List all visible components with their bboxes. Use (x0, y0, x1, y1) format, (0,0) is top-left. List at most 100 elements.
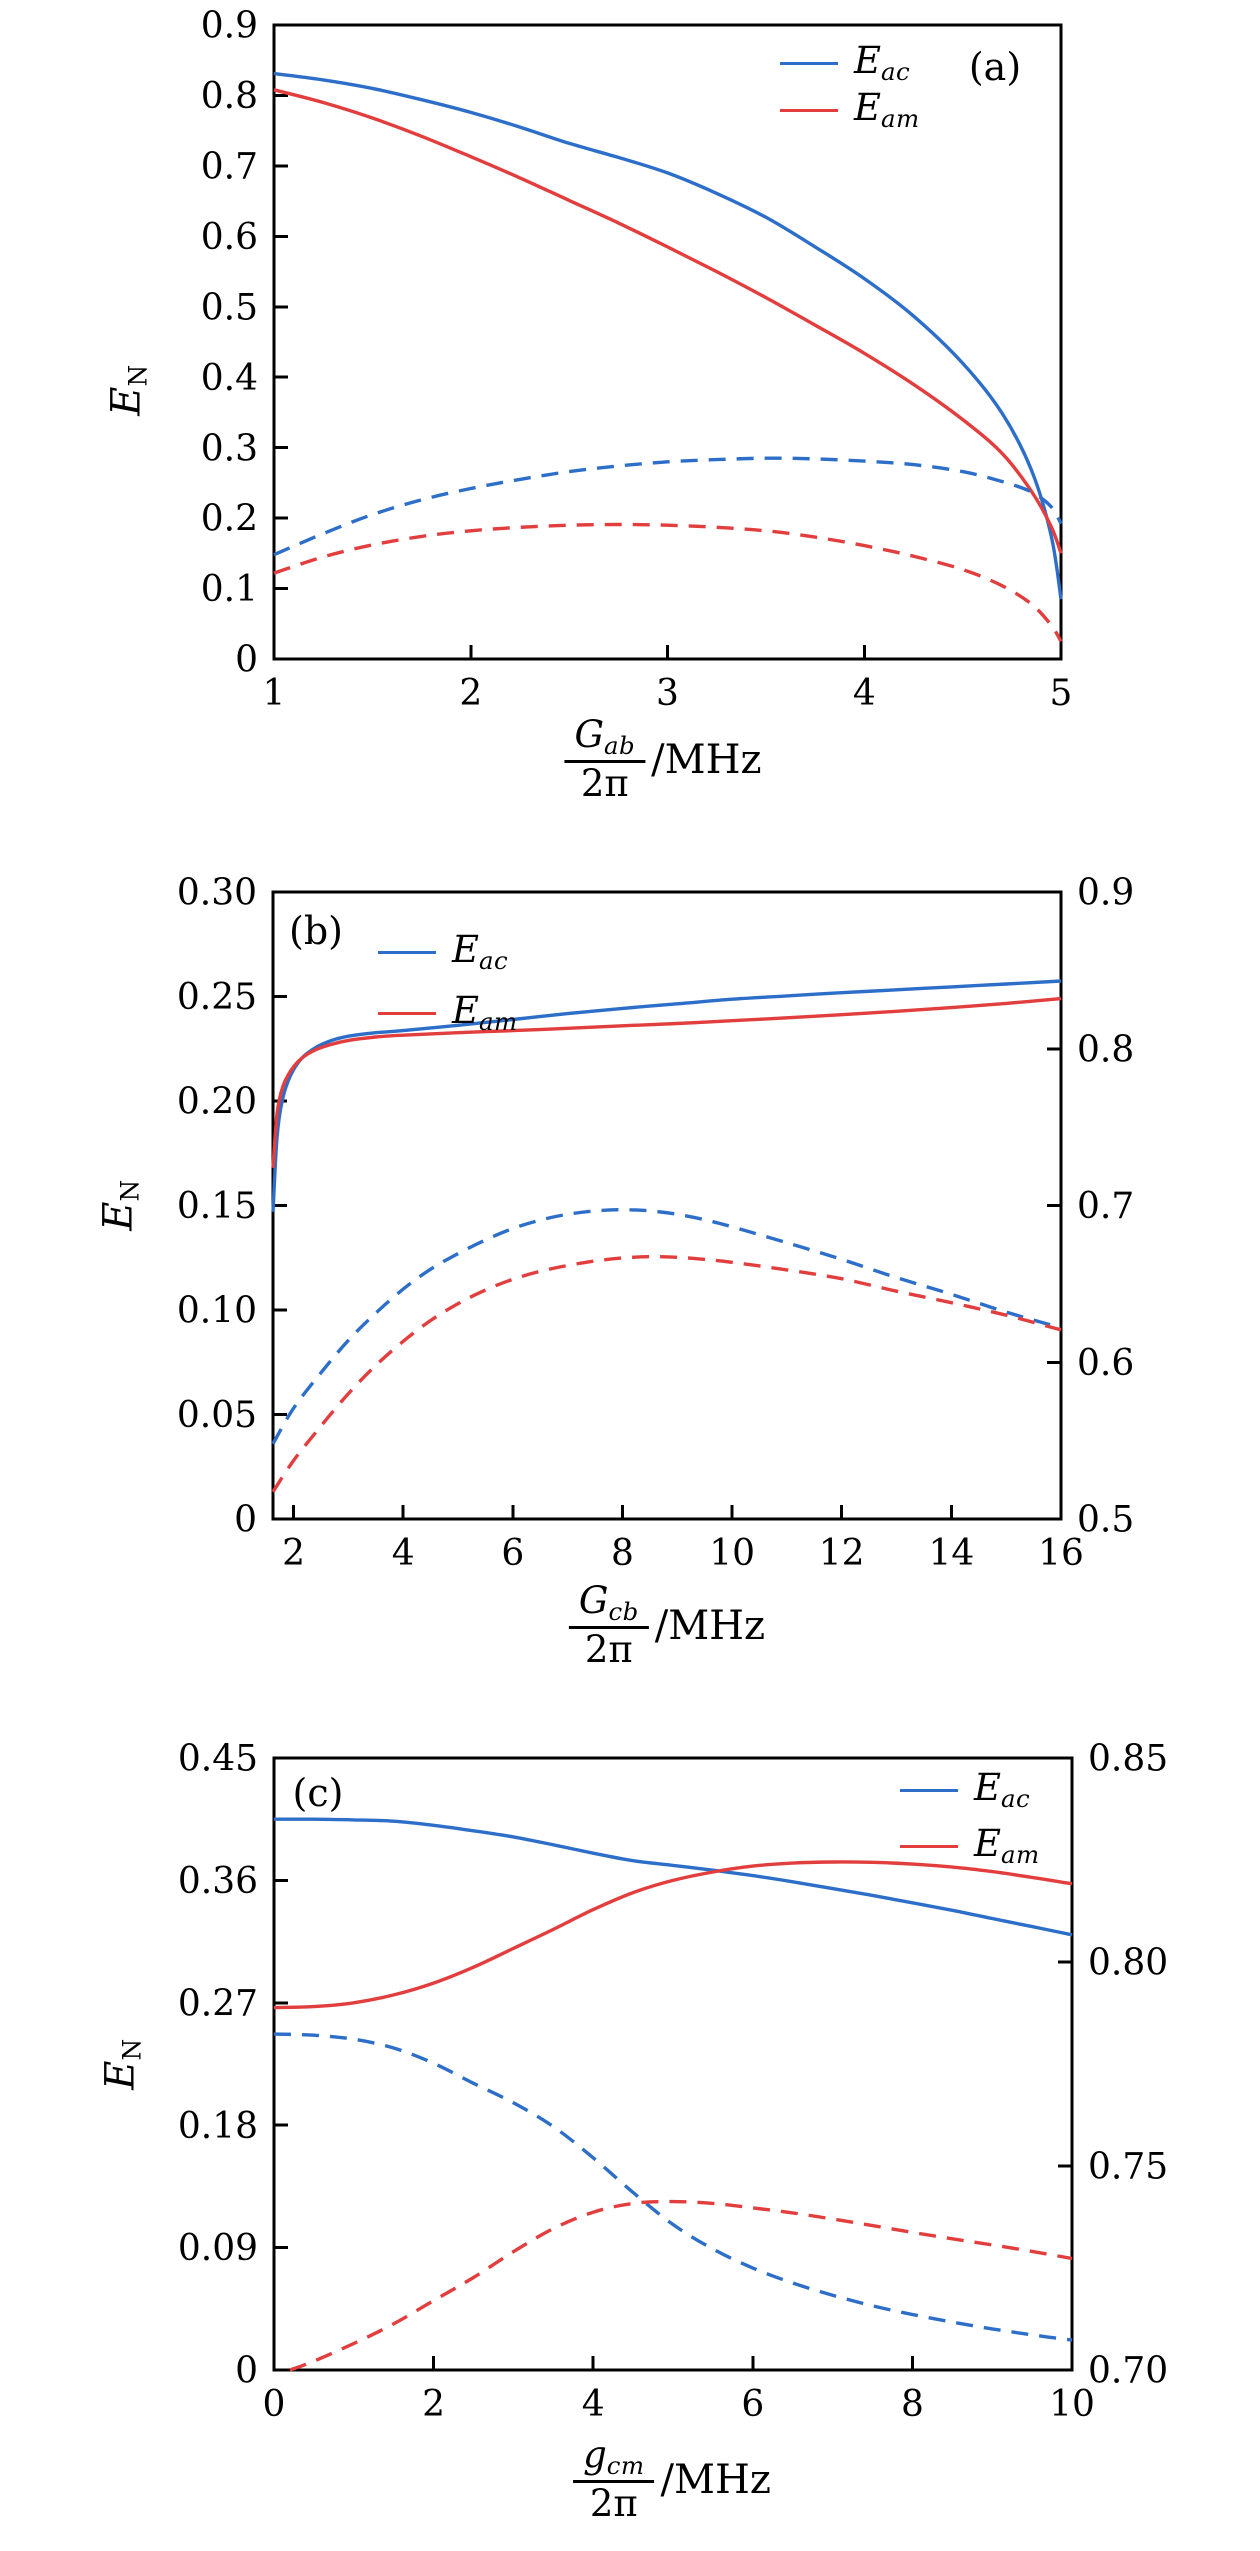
panel-c-tag: (c) (292, 1771, 344, 1815)
legend-label: E (854, 39, 882, 83)
y-right-tick-label: 0.5 (1077, 1500, 1134, 1541)
y-right-tick-label: 0.80 (1088, 1943, 1168, 1984)
y-right-tick-label: 0.75 (1088, 2147, 1168, 2188)
xlabel-denominator: 2π (564, 760, 646, 804)
legend-label-sub: ac (1001, 1783, 1031, 1813)
x-tick-label: 10 (709, 1533, 755, 1574)
legend-line-red-icon (900, 1844, 958, 1848)
panel-b-tag: (b) (289, 909, 343, 953)
legend-item-eac: Eac (900, 1762, 1040, 1818)
legend-label-sub: ac (479, 946, 509, 976)
legend-label-sub: am (479, 1007, 518, 1037)
xlabel-denominator: 2π (568, 1626, 649, 1670)
x-tick-label: 12 (819, 1533, 865, 1574)
xlabel-numerator-sub: cm (606, 2450, 645, 2480)
y-left-tick-label: 0.4 (201, 358, 258, 399)
ylabel-sub: N (117, 2038, 147, 2061)
legend-label-sub: am (1001, 1839, 1040, 1869)
y-left-tick-label: 0.30 (177, 873, 257, 914)
xlabel-fraction: Gab 2π (564, 713, 646, 804)
legend-item-eam: Eam (378, 983, 518, 1044)
y-left-tick-label: 0.7 (201, 147, 258, 188)
xlabel-unit: /MHz (651, 737, 762, 784)
panel-frame (272, 1756, 1074, 2372)
xlabel-fraction: gcm 2π (573, 2433, 655, 2524)
series-E_am_solid (273, 88, 1063, 554)
legend-label: E (974, 1821, 1002, 1865)
panel-a-legend: Eac Eam (780, 40, 920, 134)
ylabel-sub: N (115, 1179, 145, 1202)
xlabel-numerator: G (578, 1579, 609, 1622)
y-right-tick-label: 0.70 (1088, 2351, 1168, 2392)
legend-line-red-icon (378, 1012, 436, 1015)
y-right-tick-label: 0.7 (1077, 1186, 1134, 1227)
panel-a-xlabel: Gab 2π /MHz (564, 713, 762, 804)
x-tick-label: 14 (928, 1533, 974, 1574)
x-tick-label: 10 (1049, 2384, 1095, 2425)
y-left-tick-label: 0 (234, 1500, 257, 1541)
series-E_ac_solid (273, 71, 1063, 600)
panel-a-ylabel: EN (104, 364, 153, 415)
x-tick-label: 4 (853, 673, 876, 714)
x-tick-label: 3 (656, 673, 679, 714)
y-left-tick-label: 0.27 (178, 1983, 258, 2024)
xlabel-fraction: Gcb 2π (568, 1579, 649, 1670)
xlabel-numerator: g (583, 2433, 607, 2476)
ylabel-main: E (97, 2060, 144, 2090)
legend-label: E (854, 86, 882, 130)
x-tick-label: 4 (392, 1533, 415, 1574)
ylabel-main: E (103, 386, 150, 416)
y-left-tick-label: 0.18 (178, 2106, 258, 2147)
y-left-tick-label: 0.1 (201, 569, 258, 610)
panel-c-legend: Eac Eam (900, 1762, 1040, 1874)
y-left-tick-label: 0.36 (178, 1861, 258, 1902)
legend-line-blue-icon (780, 62, 838, 65)
series-E_am_solid (273, 1860, 1073, 2010)
x-tick-label: 6 (501, 1533, 524, 1574)
x-tick-label: 0 (263, 2384, 286, 2425)
y-left-tick-label: 0.9 (201, 6, 258, 47)
series-E_am_dashed (271, 1254, 1062, 1493)
legend-label: E (974, 1765, 1002, 1809)
legend-label-sub: ac (881, 57, 911, 87)
panel-b-ylabel: EN (96, 1179, 145, 1230)
x-tick-label: 2 (282, 1533, 305, 1574)
series-E_am_dashed (273, 522, 1063, 643)
legend-label-sub: am (881, 104, 920, 134)
series-E_am_dashed (289, 2199, 1073, 2372)
series-E_ac_dashed (273, 456, 1063, 557)
legend-item-eam: Eam (900, 1818, 1040, 1874)
x-tick-label: 6 (741, 2384, 764, 2425)
legend-line-blue-icon (900, 1788, 958, 1792)
xlabel-denominator: 2π (573, 2480, 655, 2524)
y-left-tick-label: 0.5 (201, 287, 258, 328)
y-left-tick-label: 0.2 (201, 499, 258, 540)
legend-line-red-icon (780, 109, 838, 112)
legend-label: E (452, 989, 480, 1033)
y-left-tick-label: 0.6 (201, 217, 258, 258)
xlabel-numerator-sub: ab (604, 730, 636, 760)
x-tick-label: 1 (263, 673, 286, 714)
legend-label: E (452, 928, 480, 972)
x-tick-label: 2 (422, 2384, 445, 2425)
series-E_ac_dashed (273, 2032, 1073, 2342)
y-left-tick-label: 0 (235, 2351, 258, 2392)
xlabel-numerator: G (574, 713, 605, 756)
panel-b-xlabel: Gcb 2π /MHz (568, 1579, 766, 1670)
x-tick-label: 2 (459, 673, 482, 714)
x-tick-label: 5 (1050, 673, 1073, 714)
xlabel-unit: /MHz (654, 1603, 766, 1650)
y-left-tick-label: 0.10 (177, 1291, 257, 1332)
xlabel-numerator-sub: cb (608, 1596, 639, 1626)
y-right-tick-label: 0.6 (1077, 1343, 1134, 1384)
ylabel-sub: N (123, 364, 153, 387)
y-left-tick-label: 0.8 (201, 76, 258, 117)
panel-c-xlabel: gcm 2π /MHz (573, 2433, 771, 2524)
legend-line-blue-icon (378, 951, 436, 954)
y-left-tick-label: 0.15 (177, 1186, 257, 1227)
y-right-tick-label: 0.9 (1077, 873, 1134, 914)
panel-b-legend: Eac Eam (378, 922, 518, 1044)
panel-c-ylabel: EN (98, 2038, 147, 2089)
